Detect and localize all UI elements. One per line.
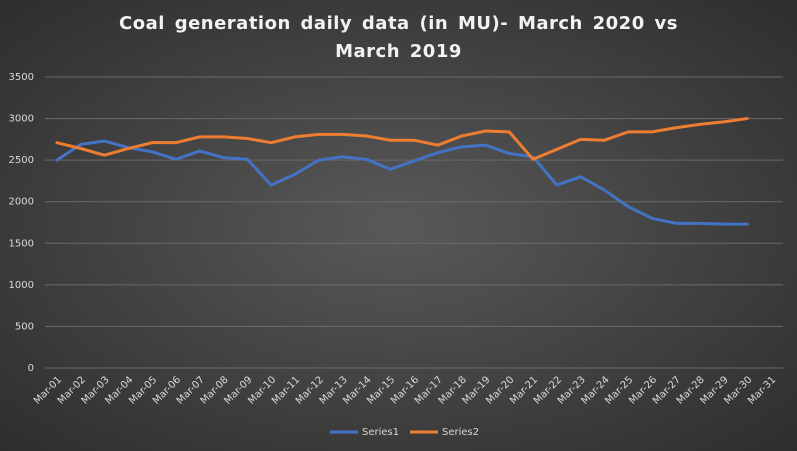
y-tick-label: 2500 xyxy=(9,155,34,166)
y-tick-label: 1000 xyxy=(9,280,34,291)
y-tick-label: 500 xyxy=(15,321,34,332)
y-tick-label: 1500 xyxy=(9,238,34,249)
y-tick-label: 3500 xyxy=(9,72,34,83)
legend-label: Series1 xyxy=(362,427,399,438)
y-tick-label: 3000 xyxy=(9,114,34,125)
y-tick-label: 0 xyxy=(28,363,34,374)
series-line xyxy=(55,139,749,226)
legend-label: Series2 xyxy=(442,427,479,438)
series-line xyxy=(55,117,749,161)
y-tick-label: 2000 xyxy=(9,197,34,208)
chart-title: Coal generation daily data (in MU)- Marc… xyxy=(119,13,678,62)
